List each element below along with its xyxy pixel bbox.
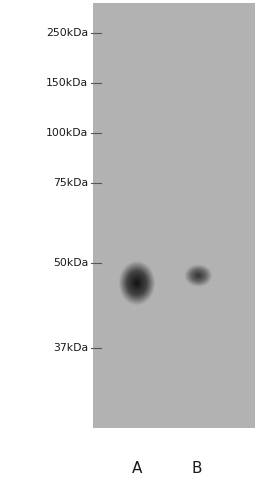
Text: 75kDa: 75kDa [53, 178, 88, 188]
Ellipse shape [134, 280, 140, 287]
Bar [93, 3, 255, 428]
Ellipse shape [191, 270, 205, 281]
Ellipse shape [194, 272, 203, 280]
Text: 250kDa: 250kDa [46, 28, 88, 38]
Ellipse shape [128, 272, 146, 295]
Ellipse shape [185, 265, 211, 286]
Text: 50kDa: 50kDa [53, 258, 88, 268]
Ellipse shape [193, 271, 204, 280]
Ellipse shape [184, 265, 212, 287]
Text: 37kDa: 37kDa [53, 343, 88, 353]
Ellipse shape [121, 264, 153, 303]
Ellipse shape [195, 273, 202, 278]
Ellipse shape [131, 277, 143, 290]
Ellipse shape [136, 283, 137, 284]
Ellipse shape [118, 261, 156, 306]
Ellipse shape [132, 277, 142, 289]
Ellipse shape [120, 263, 154, 304]
Ellipse shape [130, 274, 144, 292]
Ellipse shape [194, 272, 203, 279]
Ellipse shape [192, 271, 205, 281]
Ellipse shape [128, 273, 146, 294]
Ellipse shape [126, 271, 147, 296]
Ellipse shape [119, 262, 155, 305]
Ellipse shape [197, 274, 200, 277]
Ellipse shape [189, 269, 207, 283]
Ellipse shape [185, 265, 212, 287]
Ellipse shape [188, 268, 209, 284]
Ellipse shape [187, 267, 210, 285]
Ellipse shape [190, 269, 206, 282]
Ellipse shape [187, 266, 210, 285]
Text: 100kDa: 100kDa [46, 128, 88, 138]
Ellipse shape [129, 274, 145, 293]
Ellipse shape [125, 269, 149, 298]
Text: B: B [192, 461, 202, 476]
Ellipse shape [120, 262, 154, 304]
Ellipse shape [196, 274, 201, 278]
Ellipse shape [122, 265, 152, 302]
Text: 150kDa: 150kDa [46, 78, 88, 88]
Ellipse shape [131, 276, 143, 291]
Ellipse shape [124, 268, 150, 299]
Ellipse shape [136, 282, 138, 285]
Ellipse shape [197, 275, 199, 277]
Ellipse shape [126, 270, 148, 297]
Ellipse shape [190, 269, 207, 283]
Ellipse shape [186, 266, 211, 286]
Ellipse shape [122, 265, 152, 301]
Ellipse shape [188, 268, 208, 284]
Ellipse shape [193, 272, 204, 280]
Ellipse shape [133, 279, 141, 288]
Ellipse shape [188, 267, 209, 284]
Ellipse shape [195, 273, 202, 279]
Ellipse shape [135, 281, 139, 286]
Ellipse shape [191, 270, 206, 282]
Ellipse shape [125, 268, 149, 298]
Ellipse shape [189, 268, 208, 283]
Ellipse shape [197, 275, 200, 277]
Ellipse shape [192, 271, 205, 281]
Ellipse shape [186, 266, 211, 286]
Ellipse shape [123, 266, 151, 301]
Ellipse shape [196, 274, 201, 278]
Ellipse shape [127, 271, 147, 295]
Ellipse shape [130, 275, 144, 292]
Ellipse shape [134, 280, 140, 286]
Text: A: A [132, 461, 142, 476]
Ellipse shape [123, 267, 151, 300]
Ellipse shape [133, 278, 141, 289]
Ellipse shape [198, 275, 199, 276]
